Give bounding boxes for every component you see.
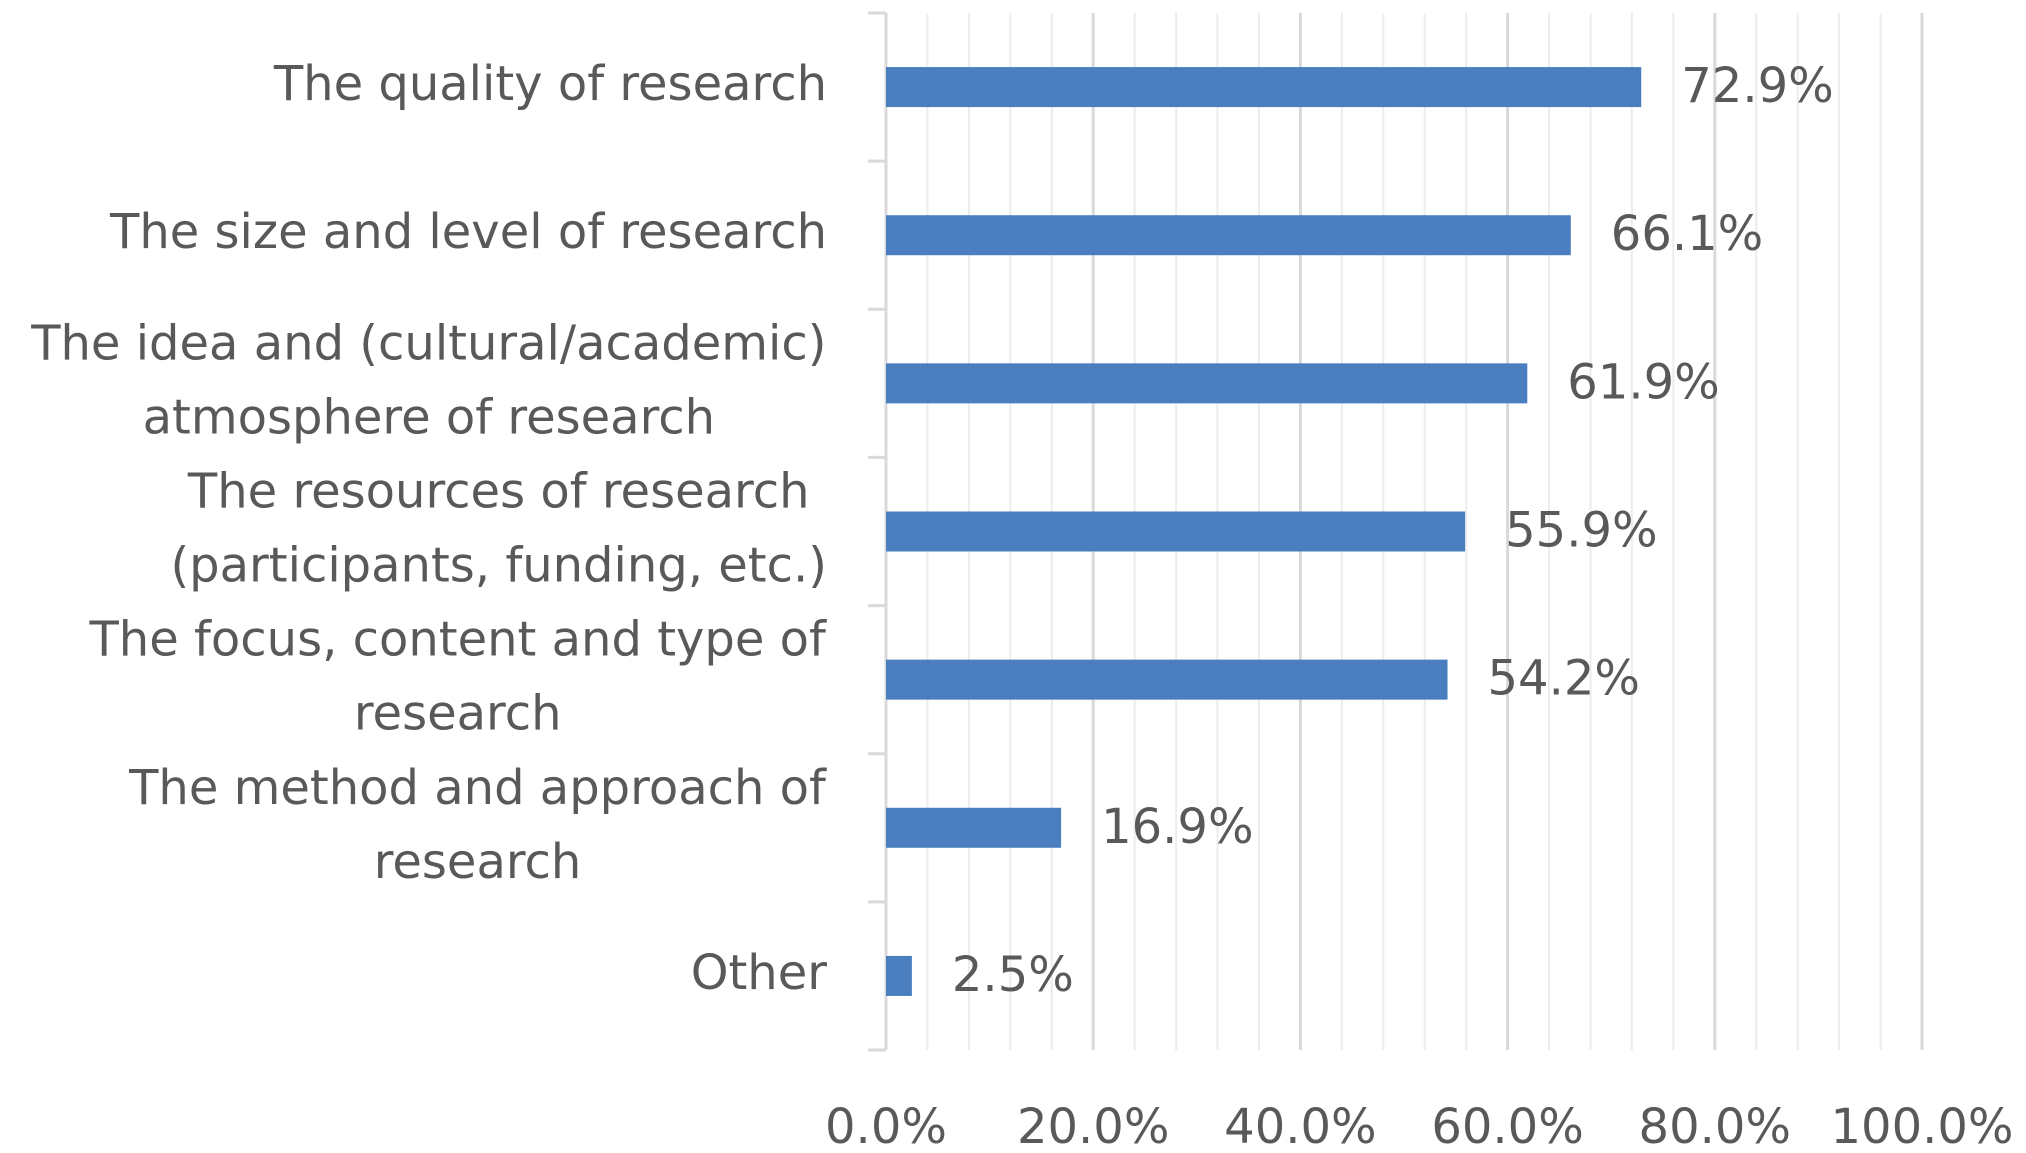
y-tick-label-line: The method and approach of <box>128 760 827 816</box>
x-tick-label: 80.0% <box>1639 1099 1791 1153</box>
y-tick-label: The size and level of research <box>109 204 827 260</box>
data-label: 16.9% <box>1101 799 1253 855</box>
x-tick-label: 40.0% <box>1224 1099 1376 1153</box>
data-label: 72.9% <box>1681 58 1833 114</box>
y-tick-label-line: The quality of research <box>273 56 827 112</box>
y-tick-label-line: The resources of research <box>187 464 810 520</box>
x-tick-label: 20.0% <box>1017 1099 1169 1153</box>
bar <box>886 659 1448 700</box>
y-tick-label: The focus, content and type of research <box>88 612 827 742</box>
y-tick-label-line: The idea and (cultural/academic) <box>30 315 826 371</box>
data-label: 55.9% <box>1505 503 1657 559</box>
y-tick-label-line: research <box>374 834 582 890</box>
y-tick-label-line: atmosphere of research <box>143 389 715 445</box>
bar <box>886 807 1062 848</box>
bar <box>886 67 1642 108</box>
y-tick-label-line: Other <box>691 945 828 1001</box>
data-label: 54.2% <box>1488 651 1640 707</box>
y-tick-label-line: The size and level of research <box>109 204 827 260</box>
bar <box>886 363 1528 404</box>
y-tick-label-line: (participants, funding, etc.) <box>170 538 827 594</box>
x-tick-label: 0.0% <box>825 1099 947 1153</box>
data-label: 2.5% <box>952 947 1074 1003</box>
x-tick-label: 60.0% <box>1431 1099 1583 1153</box>
bar <box>886 511 1466 552</box>
y-tick-label: The resources of research (participants, … <box>170 464 827 594</box>
data-label: 66.1% <box>1611 206 1763 262</box>
data-label: 61.9% <box>1567 354 1719 410</box>
y-tick-label-line: research <box>354 686 562 742</box>
bar <box>886 215 1571 256</box>
bar <box>886 955 912 996</box>
y-tick-label: The method and approach of research <box>128 760 827 890</box>
x-tick-label: 100.0% <box>1830 1099 2013 1153</box>
y-tick-label: The quality of research <box>273 56 827 112</box>
y-tick-label-line: The focus, content and type of <box>88 612 827 668</box>
y-tick-label: Other <box>691 945 828 1001</box>
y-tick-label: The idea and (cultural/academic) atmosphe… <box>30 315 826 445</box>
